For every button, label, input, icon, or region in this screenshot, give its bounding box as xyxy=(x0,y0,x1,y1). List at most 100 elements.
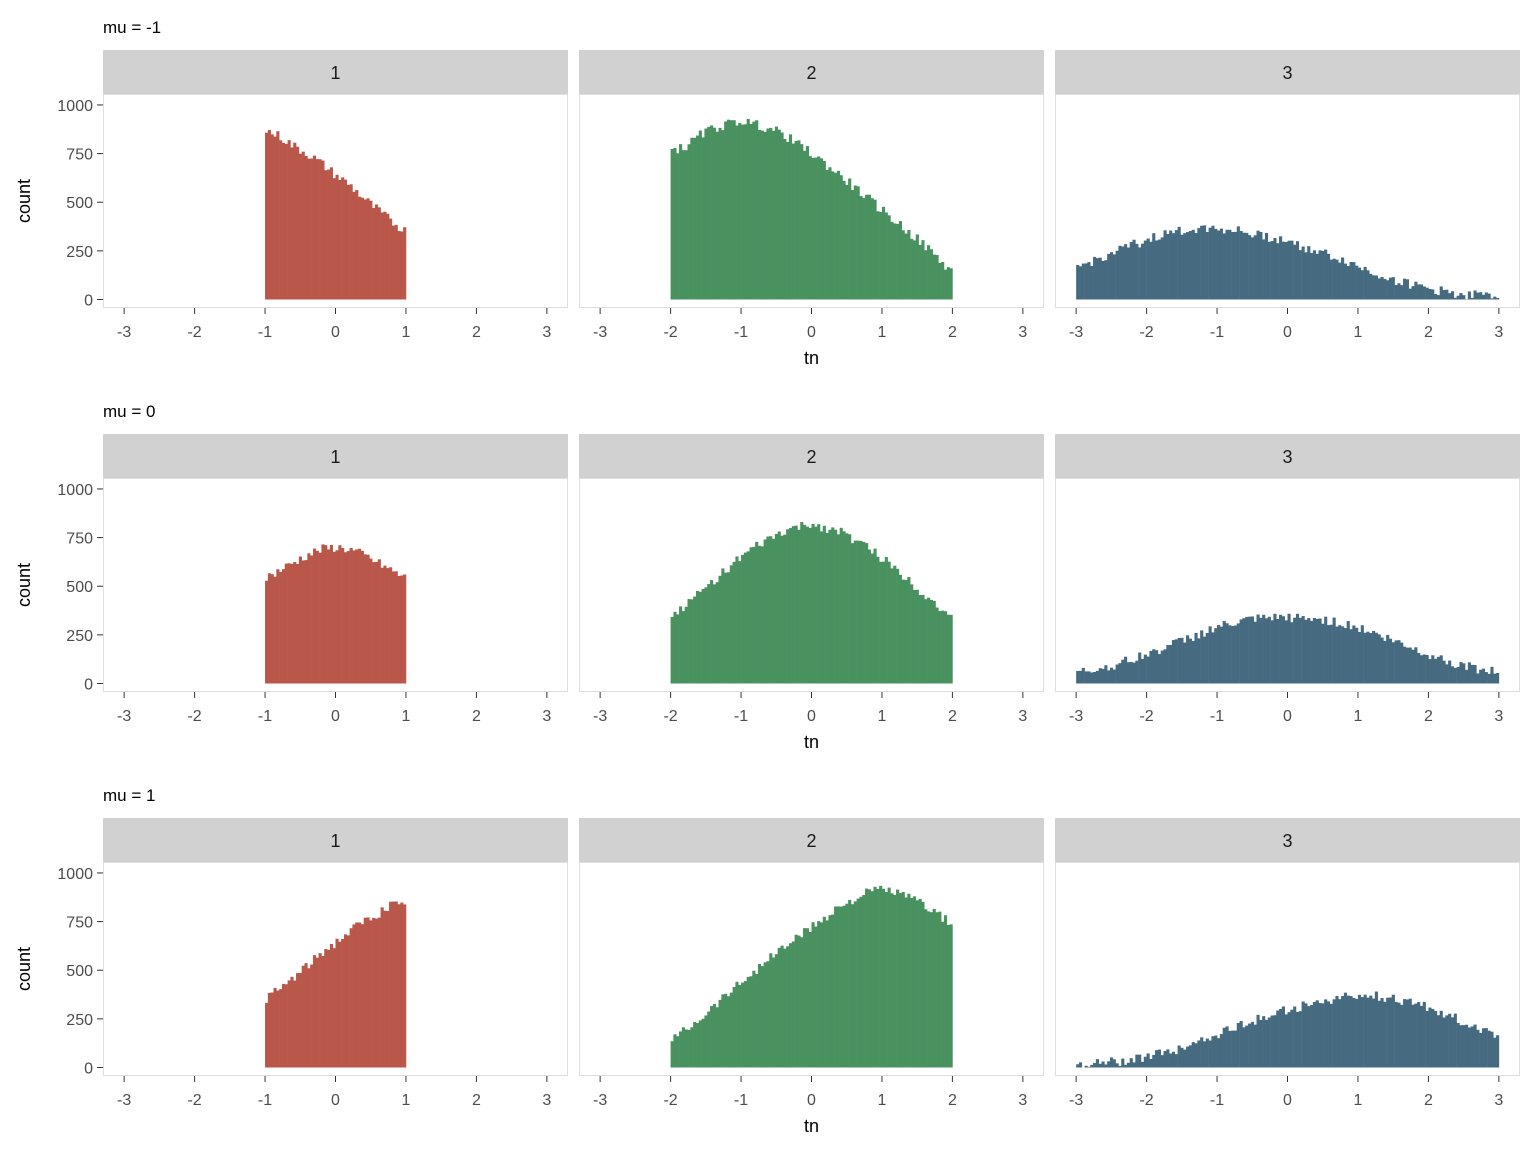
histogram-bar xyxy=(856,898,860,1068)
histogram-bar xyxy=(853,540,857,684)
histogram-bar xyxy=(1414,647,1418,684)
histogram-bar xyxy=(391,571,395,684)
histogram-bar xyxy=(673,1034,677,1068)
histogram-bar xyxy=(1183,1049,1187,1068)
panel-3-3: 3 -3 -2 -1 0 1 2 3 xyxy=(1055,818,1520,1109)
histogram-bar xyxy=(1129,661,1133,684)
facet-strip xyxy=(1055,50,1520,94)
histogram-bar xyxy=(1326,1001,1331,1068)
histogram-bar xyxy=(279,989,283,1068)
histogram-bar xyxy=(1253,1024,1257,1068)
histogram-bar xyxy=(1496,297,1500,300)
histogram-bar xyxy=(1315,1000,1319,1068)
histogram-bar xyxy=(842,905,846,1068)
histogram-bar xyxy=(1093,256,1097,300)
histogram-bar xyxy=(850,543,855,684)
histogram-bar xyxy=(1295,241,1300,300)
histogram-bar xyxy=(1087,671,1091,684)
histogram-bar xyxy=(848,534,852,684)
histogram-bar xyxy=(1484,672,1488,684)
histogram-bar xyxy=(842,180,846,300)
histogram-bar xyxy=(890,893,894,1068)
histogram-bar xyxy=(729,120,733,300)
histogram-bar xyxy=(1177,637,1181,684)
x-tick-label: -1 xyxy=(1210,324,1224,341)
histogram-bar xyxy=(400,575,404,684)
histogram-bar xyxy=(676,1036,680,1068)
histogram-bar xyxy=(1081,263,1085,300)
x-tick-label: 2 xyxy=(1424,1092,1433,1109)
histogram-bar xyxy=(1391,277,1395,300)
histogram-bar xyxy=(752,546,756,684)
x-axis: -3 -2 -1 0 1 2 3 xyxy=(117,692,551,725)
x-axis-title: tn xyxy=(804,732,819,752)
histogram-bar xyxy=(915,589,919,684)
histogram-bar xyxy=(791,526,795,684)
histogram-bar xyxy=(788,528,793,684)
histogram-bar xyxy=(1197,1040,1201,1068)
histogram-bar xyxy=(273,576,277,684)
x-tick-label: 2 xyxy=(472,324,481,341)
histogram-bar xyxy=(1312,1001,1316,1068)
histogram-bar xyxy=(1467,662,1471,684)
y-tick-label: 250 xyxy=(66,1012,93,1029)
histogram-bar xyxy=(349,928,353,1068)
histogram-bar xyxy=(1214,628,1218,684)
histogram-bar xyxy=(735,981,739,1068)
histogram-bar xyxy=(1326,253,1331,300)
facet-strip xyxy=(1055,818,1520,862)
histogram-bar xyxy=(1369,273,1373,300)
histogram-bar xyxy=(1129,242,1133,300)
histogram-bar xyxy=(332,178,336,300)
histogram-bar xyxy=(1465,669,1469,684)
histogram-bar xyxy=(817,921,821,1068)
histogram-bar xyxy=(834,906,838,1068)
histogram-bar xyxy=(1332,617,1336,684)
histogram-bar xyxy=(1180,1047,1184,1068)
x-tick-label: 3 xyxy=(542,1092,551,1109)
histogram-bar xyxy=(1245,232,1249,300)
x-tick-label: 0 xyxy=(807,324,816,341)
histogram-bar xyxy=(312,955,317,1068)
x-tick-label: -3 xyxy=(1069,708,1083,725)
histogram-bar xyxy=(1304,252,1308,300)
histogram-bar xyxy=(676,153,680,300)
histogram-bar xyxy=(839,527,843,684)
histogram-bar xyxy=(374,204,379,300)
x-tick-label: -3 xyxy=(117,324,131,341)
histogram-bar xyxy=(1276,618,1280,684)
histogram-bar xyxy=(1397,283,1401,300)
histogram-bar xyxy=(873,199,877,300)
histogram-bar xyxy=(797,935,801,1068)
histogram-bars xyxy=(1076,991,1500,1068)
histogram-bar xyxy=(687,144,691,300)
histogram-bars xyxy=(670,118,953,300)
histogram-bar xyxy=(831,527,835,684)
histogram-bar xyxy=(1129,1058,1133,1068)
histogram-bar xyxy=(1284,1014,1288,1068)
histogram-bars xyxy=(1076,613,1500,684)
histogram-bar xyxy=(318,552,322,684)
histogram-bar xyxy=(924,250,928,300)
histogram-bar xyxy=(721,130,725,300)
histogram-bar xyxy=(918,244,922,300)
histogram-bar xyxy=(1293,244,1297,300)
histogram-bar xyxy=(1394,1001,1398,1068)
histogram-bar xyxy=(1177,1045,1181,1068)
histogram-bar xyxy=(1219,1034,1223,1068)
histogram-bar xyxy=(797,529,801,684)
histogram-bar xyxy=(1357,994,1362,1068)
histogram-bar xyxy=(293,562,297,684)
histogram-bar xyxy=(695,1023,700,1068)
facet-strip xyxy=(103,50,568,94)
histogram-bar xyxy=(676,614,680,684)
histogram-bar xyxy=(879,561,883,684)
histogram-bar xyxy=(927,597,931,684)
histogram-bar xyxy=(814,526,818,684)
histogram-bar xyxy=(1377,634,1381,684)
x-axis: -3 -2 -1 0 1 2 3 xyxy=(117,1076,551,1109)
y-tick-label: 750 xyxy=(66,147,93,164)
histogram-bar xyxy=(304,155,308,300)
histogram-bar xyxy=(1287,613,1291,684)
histogram-bar xyxy=(1233,625,1238,684)
